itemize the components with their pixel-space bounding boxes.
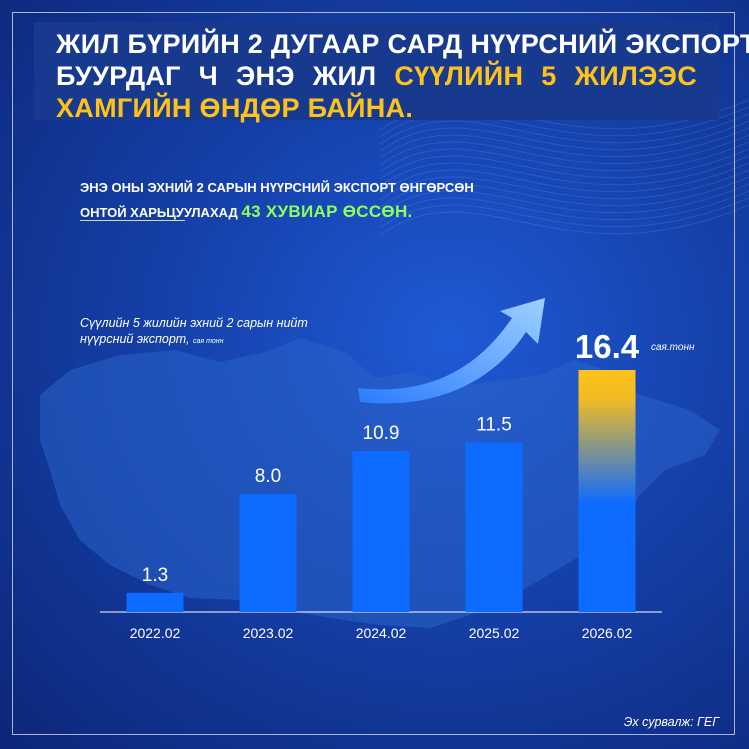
x-tick-label: 2025.02 (469, 625, 520, 641)
x-tick-label: 2022.02 (130, 625, 181, 641)
chart-caption-unit: сая тонн (193, 338, 224, 345)
growth-arrow-icon (358, 298, 545, 404)
chart-caption-line-1: Сүүлийн 5 жилийн эхний 2 сарын нийт (80, 316, 308, 330)
headline-line-1: ЖИЛ БҮРИЙН 2 ДУГААР САРД НҮҮРСНИЙ ЭКСПОР… (56, 29, 749, 59)
headline-box: ЖИЛ БҮРИЙН 2 ДУГААР САРД НҮҮРСНИЙ ЭКСПОР… (34, 22, 749, 123)
subheadline-line-2-prefix: ОНТОЙ ХАРЬЦУУЛАХАД (80, 205, 238, 220)
subheadline: ЭНЭ ОНЫ ЭХНИЙ 2 САРЫН НҮҮРСНИЙ ЭКСПОРТ Ө… (80, 176, 500, 225)
subheadline-accent: 43 ХУВИАР ӨССӨН. (241, 202, 413, 221)
x-tick-label: 2024.02 (356, 625, 407, 641)
headline-line-2-accent: СҮҮЛИЙН 5 ЖИЛЭЭС (394, 61, 697, 91)
highlight-value-label: 16.4 (575, 328, 640, 365)
source-credit: Эх сурвалж: ГЕГ (623, 715, 719, 729)
headline-line-2-prefix: БУУРДАГ Ч ЭНЭ ЖИЛ (56, 61, 377, 91)
bar-value-label: 11.5 (476, 414, 512, 435)
chart-caption: Сүүлийн 5 жилийн эхний 2 сарын нийт нүүр… (80, 315, 380, 350)
chart-caption-line-2-text: нүүрсний экспорт, (80, 332, 190, 346)
bar-2023.02 (239, 493, 297, 612)
x-tick-label: 2026.02 (582, 625, 633, 641)
bar-2022.02 (126, 592, 184, 612)
bar-2026.02 (578, 370, 636, 612)
bar-2025.02 (465, 442, 523, 612)
bar-value-label: 8.0 (255, 466, 281, 487)
outer-frame (12, 12, 735, 735)
headline-line-2: БУУРДАГ Ч ЭНЭ ЖИЛ СҮҮЛИЙН 5 ЖИЛЭЭС (56, 60, 697, 92)
headline-line-3: ХАМГИЙН ӨНДӨР БАЙНА. (56, 93, 414, 123)
subheadline-underline (80, 220, 185, 221)
bar-value-label: 1.3 (142, 565, 168, 586)
subheadline-line-1: ЭНЭ ОНЫ ЭХНИЙ 2 САРЫН НҮҮРСНИЙ ЭКСПОРТ Ө… (80, 180, 474, 195)
x-tick-label: 2023.02 (243, 625, 294, 641)
bar-value-label: 10.9 (363, 423, 400, 444)
chart-caption-line-2: нүүрсний экспорт, сая тонн (80, 331, 380, 350)
bar-2024.02 (352, 451, 410, 612)
highlight-unit-label: сая.тонн (651, 342, 695, 353)
subheadline-line-2: ОНТОЙ ХАРЬЦУУЛАХАД 43 ХУВИАР ӨССӨН. (80, 200, 500, 225)
